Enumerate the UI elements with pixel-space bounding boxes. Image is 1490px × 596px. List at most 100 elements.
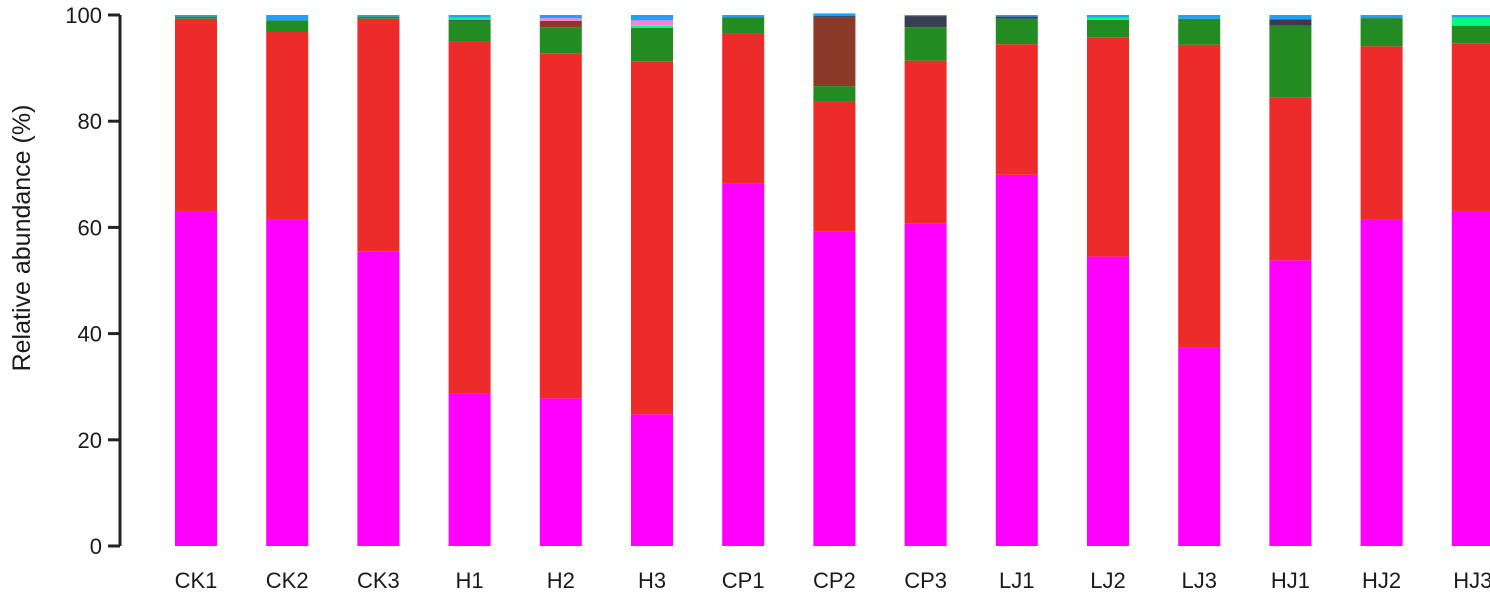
bar-segment	[904, 60, 947, 224]
bar-segment	[1087, 15, 1129, 18]
bar-stack-lj1	[995, 15, 1038, 546]
bar-stack-h2	[539, 15, 582, 546]
bar-segment	[1451, 15, 1490, 18]
bar-stack-lj3	[1178, 15, 1221, 546]
bar-segment	[266, 219, 309, 546]
bar-segment	[995, 15, 1038, 17]
bar-segment	[631, 25, 673, 28]
bar-stack-ck1	[175, 15, 217, 546]
bar-segment	[631, 61, 673, 415]
bar-segment	[539, 20, 582, 28]
bar-segment	[722, 183, 765, 546]
bar-segment	[1087, 17, 1129, 20]
bar-segment	[266, 31, 309, 220]
bar-segment	[1360, 219, 1403, 546]
bar-stack-cp2	[813, 13, 856, 546]
bar-segment	[813, 13, 856, 17]
x-tick-label: CP2	[813, 568, 856, 593]
x-tick-label: HJ3	[1453, 568, 1490, 593]
x-axis-labels: CK1 CK2 CK3 H1 H2 H3 CP1 CP2 CP3 LJ1 LJ2 LJ3 HJ1 HJ2 H…	[175, 568, 1490, 593]
bar-segment	[1451, 43, 1490, 212]
y-tick-label: 100	[65, 3, 102, 28]
bar-segment	[1269, 15, 1312, 20]
y-axis-title: Relative abundance (%)	[8, 105, 36, 372]
bar-segment	[1360, 17, 1403, 19]
bar-stack-hj1	[1269, 15, 1312, 546]
x-tick-label: LJ1	[999, 568, 1034, 593]
x-tick-label: LJ3	[1181, 568, 1216, 593]
bar-segment	[175, 16, 217, 19]
bar-segment	[813, 231, 856, 546]
bar-stack-ck2	[266, 15, 309, 546]
bar-segment	[631, 27, 673, 62]
x-tick-label: CK2	[266, 568, 309, 593]
bar-segment	[1269, 19, 1312, 26]
y-axis: 0 20 40 60 80 100	[65, 3, 122, 559]
y-tick-label: 60	[78, 215, 102, 240]
y-tick-label: 40	[78, 322, 102, 347]
bar-segment	[357, 16, 400, 19]
bar-stack-ck3	[357, 15, 400, 547]
bar-segment	[1451, 17, 1490, 26]
bar-segment	[448, 20, 491, 42]
bar-segment	[175, 18, 217, 212]
bar-stack-lj2	[1087, 15, 1129, 546]
bar-segment	[995, 16, 1038, 19]
bar-segment	[995, 174, 1038, 546]
x-tick-label: H1	[456, 568, 484, 593]
bar-segment	[631, 414, 673, 546]
bar-segment	[175, 211, 217, 546]
bar-stack-hj2	[1360, 15, 1403, 546]
bar-stack-hj3	[1451, 15, 1490, 546]
bar-segment	[1360, 46, 1403, 220]
x-tick-label: CP1	[722, 568, 765, 593]
bar-segment	[813, 16, 856, 18]
bar-segment	[904, 27, 947, 61]
bar-segment	[1087, 19, 1129, 38]
x-tick-label: H3	[638, 568, 666, 593]
bar-segment	[813, 101, 856, 232]
bar-segment	[1178, 15, 1221, 19]
bar-segment	[904, 16, 947, 28]
bar-segment	[1451, 211, 1490, 546]
y-tick-label: 80	[78, 109, 102, 134]
bar-stack-h1	[448, 15, 491, 546]
bar-segment	[539, 53, 582, 399]
x-tick-label: CP3	[904, 568, 947, 593]
bar-segment	[266, 20, 309, 32]
bar-segment	[904, 223, 947, 547]
bar-segment	[266, 15, 309, 21]
bar-segment	[1269, 260, 1312, 546]
y-tick-label: 20	[78, 428, 102, 453]
x-tick-label: CK3	[357, 568, 400, 593]
bar-segment	[448, 393, 491, 546]
bars-layer	[175, 13, 1490, 547]
bar-segment	[1178, 18, 1221, 45]
bar-segment	[813, 17, 856, 87]
bar-segment	[1178, 347, 1221, 546]
bar-segment	[539, 27, 582, 54]
bar-segment	[175, 15, 217, 17]
bar-segment	[722, 15, 765, 18]
bar-segment	[722, 17, 765, 34]
bar-stack-cp3	[904, 15, 947, 547]
bar-segment	[448, 41, 491, 394]
bar-stack-cp1	[722, 15, 765, 546]
bar-segment	[995, 44, 1038, 175]
bar-segment	[357, 251, 400, 547]
bar-segment	[357, 15, 400, 17]
y-tick-label: 0	[90, 534, 102, 559]
bar-segment	[722, 33, 765, 184]
bar-segment	[995, 18, 1038, 45]
x-tick-label: HJ2	[1362, 568, 1401, 593]
x-tick-label: CK1	[175, 568, 218, 593]
bar-segment	[1451, 25, 1490, 44]
bar-segment	[1269, 25, 1312, 98]
bar-segment	[539, 398, 582, 546]
bar-segment	[1269, 97, 1312, 261]
x-tick-label: LJ2	[1090, 568, 1125, 593]
bar-segment	[448, 15, 491, 18]
x-tick-label: H2	[547, 568, 575, 593]
